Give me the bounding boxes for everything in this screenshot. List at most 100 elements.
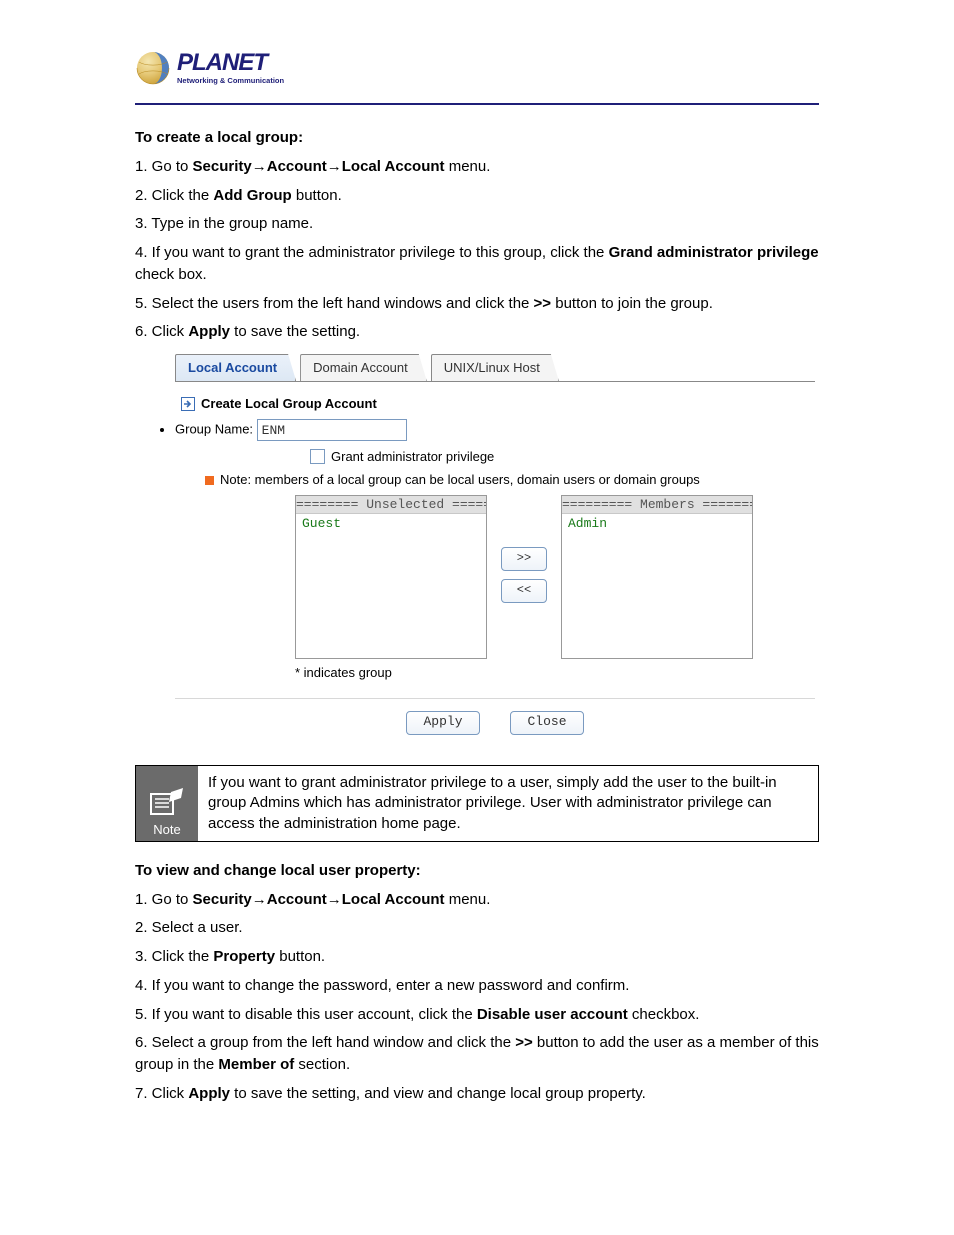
s2-step1-a: 1. Go to [135, 891, 193, 908]
move-left-button[interactable]: << [501, 579, 547, 603]
s2-step6-d: Member of [218, 1056, 294, 1073]
section2-step4: 4. If you want to change the password, e… [135, 975, 819, 997]
section1-title: To create a local group: [135, 127, 819, 149]
section1-step6: 6. Click Apply to save the setting. [135, 321, 819, 343]
group-name-label: Group Name: [175, 422, 253, 437]
section1-step3: 3. Type in the group name. [135, 213, 819, 235]
grant-admin-label: Grant administrator privilege [331, 449, 494, 464]
move-buttons: >> << [501, 547, 547, 603]
s2-step7-c: to save the setting, and view and change… [230, 1085, 646, 1102]
members-item[interactable]: Admin [568, 516, 746, 531]
section1-step2: 2. Click the Add Group button. [135, 185, 819, 207]
section2-step7: 7. Click Apply to save the setting, and … [135, 1083, 819, 1105]
s2-step3-c: button. [275, 948, 325, 965]
s1-step1-e: menu. [445, 158, 491, 175]
panel-body: Create Local Group Account Group Name: G… [175, 382, 815, 743]
tab-unix-linux-host[interactable]: UNIX/Linux Host [431, 354, 559, 381]
s1-step1-a: 1. Go to [135, 158, 193, 175]
arrow-glyph: → [327, 158, 342, 175]
s1-step2-a: 2. Click the [135, 187, 213, 204]
s1-step4-a: 4. If you want to grant the administrato… [135, 244, 609, 261]
s2-step6-e: section. [294, 1056, 350, 1073]
s2-step7-a: 7. Click [135, 1085, 188, 1102]
note-text: If you want to grant administrator privi… [198, 766, 818, 841]
s2-step7-b: Apply [188, 1085, 230, 1102]
note-box: Note If you want to grant administrator … [135, 765, 819, 842]
arrow-glyph: → [252, 891, 267, 908]
grant-admin-row: Grant administrator privilege [310, 449, 815, 464]
note-left: Note [136, 766, 198, 841]
group-name-input[interactable] [257, 419, 407, 441]
section2-title: To view and change local user property: [135, 860, 819, 882]
brand-tagline: Networking & Communication [177, 77, 284, 85]
s1-step6-c: to save the setting. [230, 323, 360, 340]
s2-step1-c: Account [267, 891, 327, 908]
brand-name: PLANET [177, 51, 284, 75]
unselected-item[interactable]: Guest [302, 516, 480, 531]
tab-domain-account[interactable]: Domain Account [300, 354, 427, 381]
section2-step1: 1. Go to Security→Account→Local Account … [135, 889, 819, 911]
group-name-row: Group Name: [175, 419, 815, 441]
arrow-square-icon [181, 397, 195, 411]
apply-button[interactable]: Apply [406, 711, 480, 735]
s2-step6-b: >> [515, 1034, 533, 1051]
arrow-glyph: → [327, 891, 342, 908]
section1-step5: 5. Select the users from the left hand w… [135, 293, 819, 315]
logo-text: PLANET Networking & Communication [177, 51, 284, 85]
action-row: Apply Close [175, 711, 815, 735]
s1-step6-b: Apply [188, 323, 230, 340]
section1-step1: 1. Go to Security→Account→Local Account … [135, 156, 819, 178]
members-header: ========= Members ========= [562, 496, 752, 514]
logo-block: PLANET Networking & Communication [135, 50, 819, 91]
dual-listbox: ======== Unselected ======== Guest >> <<… [295, 495, 815, 659]
s2-step1-e: menu. [445, 891, 491, 908]
s2-step1-b: Security [193, 891, 252, 908]
unselected-listbox[interactable]: ======== Unselected ======== Guest [295, 495, 487, 659]
create-group-panel: Local Account Domain Account UNIX/Linux … [175, 355, 815, 743]
panel-section-title: Create Local Group Account [181, 396, 815, 411]
grant-admin-checkbox[interactable] [310, 449, 325, 464]
unselected-body: Guest [296, 514, 486, 658]
section2-step6: 6. Select a group from the left hand win… [135, 1032, 819, 1076]
s1-step1-c: Account [267, 158, 327, 175]
s2-step5-c: checkbox. [628, 1006, 700, 1023]
page-root: PLANET Networking & Communication To cre… [0, 0, 954, 1172]
note-icon [147, 788, 187, 818]
indicates-note: * indicates group [295, 665, 815, 680]
arrow-glyph: → [252, 158, 267, 175]
close-button[interactable]: Close [510, 711, 584, 735]
s1-step6-a: 6. Click [135, 323, 188, 340]
s1-step5-c: button to join the group. [551, 295, 713, 312]
planet-logo: PLANET Networking & Communication [135, 50, 284, 86]
s1-step4-b: Grand administrator privilege [609, 244, 819, 261]
section2-step5: 5. If you want to disable this user acco… [135, 1004, 819, 1026]
members-body: Admin [562, 514, 752, 658]
s1-step4-c: check box. [135, 266, 207, 283]
note-square-icon [205, 476, 214, 485]
s1-step5-a: 5. Select the users from the left hand w… [135, 295, 534, 312]
move-right-button[interactable]: >> [501, 547, 547, 571]
s2-step3-a: 3. Click the [135, 948, 213, 965]
header-divider [135, 103, 819, 105]
globe-icon [135, 50, 171, 86]
s2-step3-b: Property [213, 948, 275, 965]
tab-local-account[interactable]: Local Account [175, 354, 296, 381]
tab-bar: Local Account Domain Account UNIX/Linux … [175, 355, 815, 382]
s2-step5-a: 5. If you want to disable this user acco… [135, 1006, 477, 1023]
unselected-header: ======== Unselected ======== [296, 496, 486, 514]
s1-step2-b: Add Group [213, 187, 291, 204]
s2-step1-d: Local Account [342, 891, 445, 908]
section1-step4: 4. If you want to grant the administrato… [135, 242, 819, 286]
panel-separator [175, 698, 815, 699]
panel-section-title-text: Create Local Group Account [201, 396, 377, 411]
members-listbox[interactable]: ========= Members ========= Admin [561, 495, 753, 659]
member-note-row: Note: members of a local group can be lo… [205, 472, 815, 487]
s1-step1-b: Security [193, 158, 252, 175]
s2-step6-a: 6. Select a group from the left hand win… [135, 1034, 515, 1051]
s1-step2-c: button. [292, 187, 342, 204]
section2-step2: 2. Select a user. [135, 917, 819, 939]
s2-step5-b: Disable user account [477, 1006, 628, 1023]
section2-step3: 3. Click the Property button. [135, 946, 819, 968]
s1-step5-b: >> [534, 295, 552, 312]
s1-step1-d: Local Account [342, 158, 445, 175]
